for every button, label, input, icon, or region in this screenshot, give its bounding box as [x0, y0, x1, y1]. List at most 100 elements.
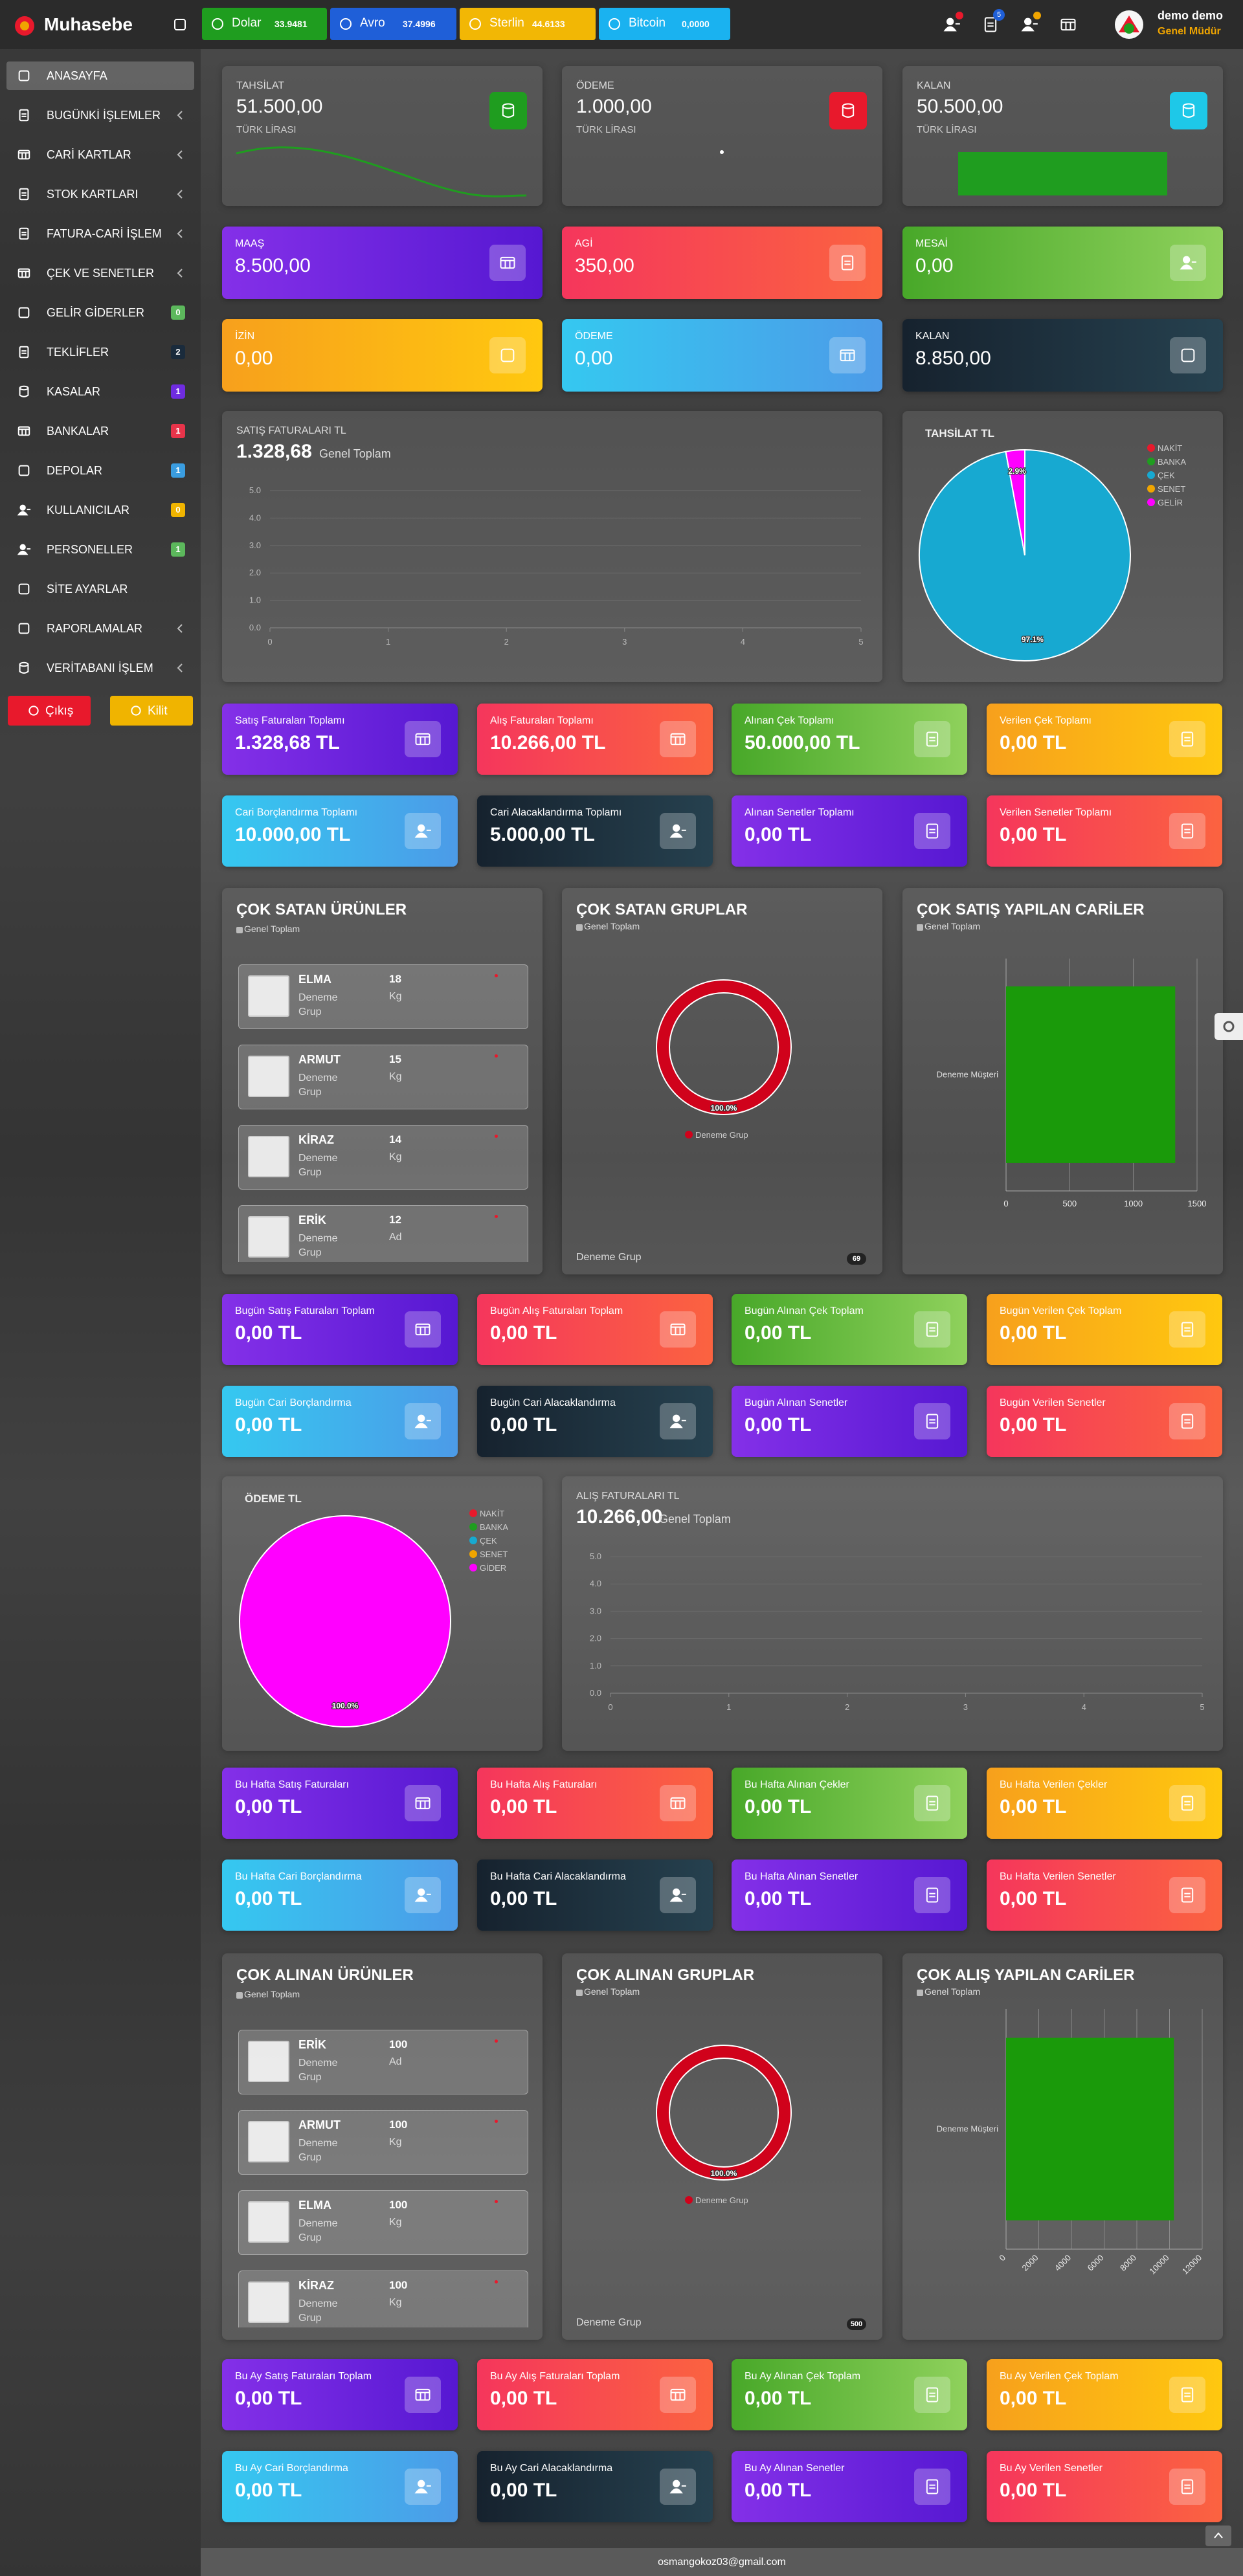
icon-part [414, 1423, 428, 1428]
currency-name: Avro [360, 16, 385, 30]
chart-panel: ALIŞ FATURALARI TL 10.266,00 Genel Toplam 0… [562, 1476, 1223, 1751]
chart-title: ALIŞ FATURALARI TL [576, 1491, 680, 1502]
icon-part [926, 1795, 939, 1811]
legend-swatch [1147, 498, 1155, 506]
card-icon [660, 1311, 696, 1348]
y-tick-label: 3.0 [590, 1606, 601, 1616]
bar-panel: ÇOK SATIŞ YAPILAN CARİLER Genel Toplam 0 50… [902, 888, 1223, 1274]
menu-item[interactable]: KASALAR 1 [6, 377, 194, 406]
product-quantity: 100 [389, 2279, 408, 2291]
chevron-line [177, 111, 183, 120]
card-title: MAAŞ [235, 238, 265, 249]
icon-part [418, 1414, 425, 1422]
icon-part [669, 2488, 683, 2494]
menu-item[interactable]: RAPORLAMALAR [6, 614, 194, 643]
stat-card: Bu Hafta Cari Borçlandırma 0,00 TL [222, 1860, 458, 1931]
header-icon[interactable] [939, 12, 965, 38]
menu-item[interactable]: SİTE AYARLAR [6, 575, 194, 603]
icon [17, 150, 30, 160]
icon-part [414, 1896, 428, 1902]
icon [414, 824, 431, 838]
icon [18, 307, 30, 318]
y-tick-label: 4.0 [249, 513, 261, 522]
header-icon[interactable] [1016, 12, 1042, 38]
card-icon [1169, 2469, 1205, 2505]
card-title: Cari Alacaklandırma Toplamı [490, 807, 622, 818]
card-unit: TÜRK LİRASI [236, 124, 297, 135]
menu-badge: 2 [171, 345, 185, 359]
card-title: Bu Ay Cari Borçlandırma [235, 2463, 348, 2474]
x-tick-label: 3 [622, 637, 627, 647]
card-icon [405, 2377, 441, 2413]
stat-card: Bugün Satış Faturaları Toplam 0,00 TL [222, 1294, 458, 1365]
stat-card: Bu Ay Alış Faturaları Toplam 0,00 TL [477, 2359, 713, 2430]
menu-item[interactable]: BANKALAR 1 [6, 417, 194, 445]
stat-card: Bugün Cari Alacaklandırma 0,00 TL [477, 1386, 713, 1457]
x-tick-label: 2 [845, 1702, 849, 1712]
card-value: 0,00 TL [235, 1796, 302, 1817]
card-title: Verilen Senetler Toplamı [1000, 807, 1112, 818]
currency-rate: 44.6133 [532, 19, 565, 29]
icon [1214, 2532, 1223, 2538]
x-tick-label: 1 [386, 637, 390, 647]
menu-item[interactable]: DEPOLAR 1 [6, 456, 194, 485]
footer-badge: 500 [847, 2318, 866, 2330]
product-name: KİRAZ [298, 2279, 334, 2292]
currency-pill[interactable]: Sterlin 44.6133 [460, 8, 596, 40]
sidebar-button[interactable]: Çıkış [8, 696, 91, 726]
menu-item[interactable]: PERSONELLER 1 [6, 535, 194, 564]
menu-item[interactable]: CARİ KARTLAR [6, 140, 194, 169]
header-icon[interactable] [1055, 12, 1081, 38]
stat-card: MAAŞ 8.500,00 [222, 227, 543, 299]
menu-item[interactable]: TEKLİFLER 2 [6, 338, 194, 366]
product-quantity: 12 [389, 1214, 401, 1226]
card-title: Bu Ay Cari Alacaklandırma [490, 2463, 613, 2474]
currency-pill[interactable]: Bitcoin 0,0000 [599, 8, 730, 40]
panel-subtitle: Genel Toplam [924, 921, 981, 931]
sidebar-button[interactable]: Kilit [110, 696, 193, 726]
card-title: Bu Ay Satış Faturaları Toplam [235, 2371, 372, 2382]
currency-pill[interactable]: Dolar 33.9481 [202, 8, 327, 40]
panel-title: ÇOK SATAN ÜRÜNLER [236, 901, 407, 918]
icon-part [174, 19, 186, 30]
balance-card: TAHSİLAT 51.500,00 TÜRK LİRASI [222, 66, 543, 206]
card-title: TAHSİLAT [236, 80, 285, 91]
icon [19, 188, 29, 201]
menu-badge: 1 [171, 463, 185, 478]
product-item: ARMUT Deneme Grup 15 Kg [238, 1045, 528, 1109]
icon [340, 18, 352, 30]
icon-part [19, 388, 29, 397]
footer-email: osmangokoz03@gmail.com [658, 2557, 786, 2568]
chevron [177, 150, 183, 159]
x-tick-label: 10000 [1147, 2253, 1170, 2276]
legend-label: GİDER [480, 1563, 506, 1573]
settings-toggle[interactable] [1215, 1013, 1243, 1040]
card-title: İZİN [235, 331, 255, 342]
icon [469, 18, 481, 30]
sidebar: ANASAYFA BUGÜNKİ İŞLEMLER CARİ KARTLAR STOK… [0, 49, 201, 2576]
icon-part [19, 227, 29, 240]
menu-item[interactable]: STOK KARTLARI [6, 180, 194, 208]
menu-item[interactable]: BUGÜNKİ İŞLEMLER [6, 101, 194, 129]
y-tick-label: 5.0 [249, 485, 261, 495]
menu-item[interactable]: VERİTABANI İŞLEM [6, 654, 194, 682]
back-to-top[interactable] [1205, 2526, 1231, 2546]
card-title: AGİ [575, 238, 593, 249]
status-dot [495, 1135, 498, 1138]
currency-pill[interactable]: Avro 37.4996 [330, 8, 456, 40]
icon-part [415, 1323, 431, 1336]
icon-part [500, 256, 515, 269]
card-title: ÖDEME [576, 80, 614, 91]
card-icon [1170, 92, 1207, 129]
card-value: 0,00 TL [235, 2480, 302, 2501]
icon-part [19, 385, 29, 391]
icon-part [19, 109, 29, 122]
menu-item[interactable]: KULLANICILAR 0 [6, 496, 194, 524]
menu-item[interactable]: GELİR GİDERLER 0 [6, 298, 194, 327]
header-icon[interactable]: 5 [978, 9, 1005, 38]
menu-item[interactable]: FATURA-CARİ İŞLEM [6, 219, 194, 248]
menu-item[interactable]: ÇEK VE SENETLER [6, 259, 194, 287]
chart-title: TAHSİLAT TL [925, 427, 994, 439]
menu-item[interactable]: ANASAYFA [6, 61, 194, 90]
